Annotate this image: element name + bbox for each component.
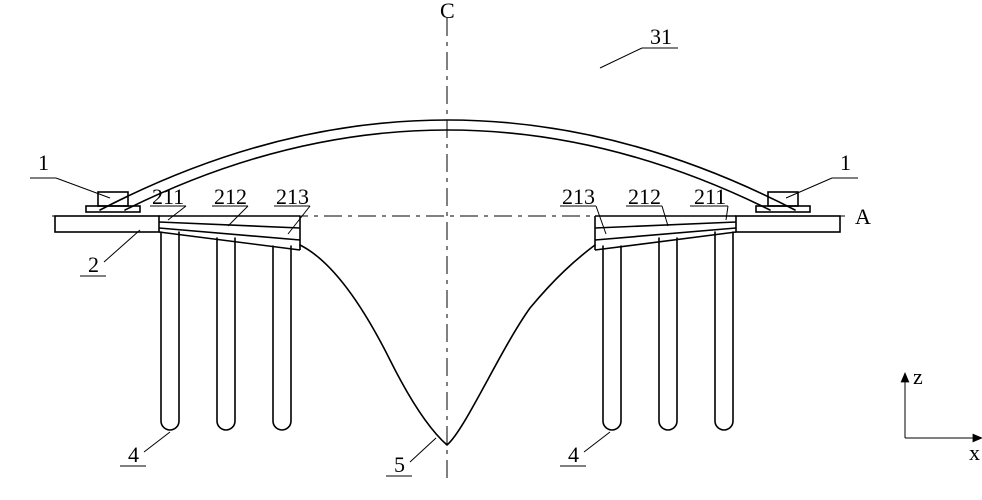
- pile-right-1: [659, 238, 677, 430]
- pile-right-2: [715, 232, 733, 430]
- callout-leader-1L: [56, 178, 110, 198]
- callout-text-213L: 213: [276, 184, 309, 209]
- lane-right-1: [595, 222, 736, 228]
- axis-c-label: C: [440, 0, 455, 23]
- callout-text-4R: 4: [568, 442, 579, 467]
- callout-text-1L: 1: [38, 150, 49, 175]
- coord-x-label: x: [969, 440, 980, 465]
- callout-leader-5: [410, 438, 436, 462]
- pile-right-0: [603, 246, 621, 430]
- callout-leader-4R: [584, 432, 610, 452]
- callout-text-213R: 213: [562, 184, 595, 209]
- callout-leader-1R: [786, 178, 832, 198]
- callout-leader-31: [600, 48, 642, 68]
- callout-text-211R: 211: [694, 184, 726, 209]
- callout-leader-213R: [596, 206, 606, 234]
- callout-text-211L: 211: [152, 184, 184, 209]
- coord-z-arrow: [901, 372, 910, 382]
- coord-z-label: z: [913, 364, 923, 389]
- callout-text-5: 5: [394, 452, 405, 477]
- axis-a-label: A: [855, 204, 871, 229]
- callout-text-2: 2: [88, 252, 99, 277]
- pile-left-1: [217, 238, 235, 430]
- valley-profile: [300, 245, 595, 445]
- callout-text-212R: 212: [628, 184, 661, 209]
- abutment-slab-left: [55, 216, 159, 232]
- callout-text-31: 31: [650, 24, 672, 49]
- callout-leader-2: [104, 230, 140, 262]
- callout-leader-211R: [726, 206, 728, 220]
- callout-text-4L: 4: [128, 442, 139, 467]
- pile-left-0: [161, 232, 179, 430]
- callout-leader-213L: [288, 206, 310, 234]
- pile-left-2: [273, 246, 291, 430]
- callout-leader-4L: [144, 432, 170, 452]
- abutment-slab-right: [736, 216, 840, 232]
- callout-text-212L: 212: [214, 184, 247, 209]
- callout-text-1R: 1: [840, 150, 851, 175]
